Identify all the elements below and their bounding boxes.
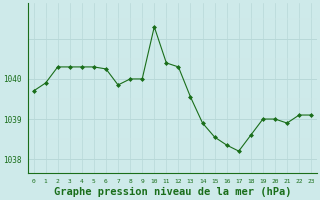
- X-axis label: Graphe pression niveau de la mer (hPa): Graphe pression niveau de la mer (hPa): [54, 187, 291, 197]
